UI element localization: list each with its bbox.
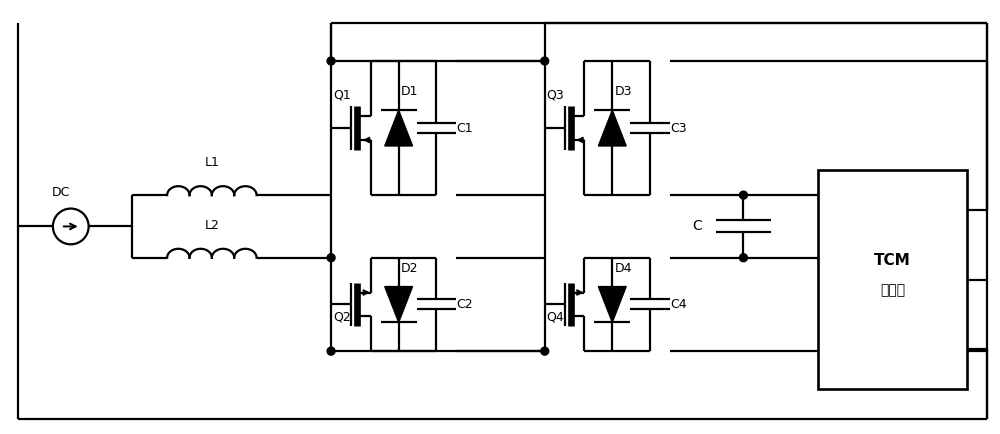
Circle shape	[739, 191, 747, 199]
Circle shape	[53, 209, 89, 244]
Circle shape	[541, 347, 549, 355]
Text: D3: D3	[614, 85, 632, 98]
Text: D4: D4	[614, 262, 632, 275]
Text: D2: D2	[401, 262, 418, 275]
Text: L2: L2	[204, 219, 219, 232]
Circle shape	[739, 254, 747, 262]
Text: C: C	[692, 220, 702, 233]
Text: DC: DC	[52, 186, 70, 199]
Circle shape	[327, 254, 335, 262]
Circle shape	[541, 57, 549, 65]
Text: C1: C1	[456, 122, 473, 135]
Text: 控制器: 控制器	[880, 283, 905, 298]
Text: C3: C3	[670, 122, 687, 135]
Text: Q4: Q4	[547, 310, 564, 323]
Text: C2: C2	[456, 298, 473, 311]
Polygon shape	[385, 110, 413, 146]
Text: D1: D1	[401, 85, 418, 98]
Text: C4: C4	[670, 298, 687, 311]
Text: Q1: Q1	[333, 89, 351, 102]
Text: L1: L1	[204, 156, 219, 169]
Circle shape	[327, 57, 335, 65]
Polygon shape	[598, 286, 626, 322]
Text: Q2: Q2	[333, 310, 351, 323]
Bar	[818, 170, 967, 389]
Text: Q3: Q3	[547, 89, 564, 102]
Text: TCM: TCM	[874, 253, 911, 268]
Polygon shape	[598, 110, 626, 146]
Circle shape	[327, 347, 335, 355]
Polygon shape	[385, 286, 413, 322]
